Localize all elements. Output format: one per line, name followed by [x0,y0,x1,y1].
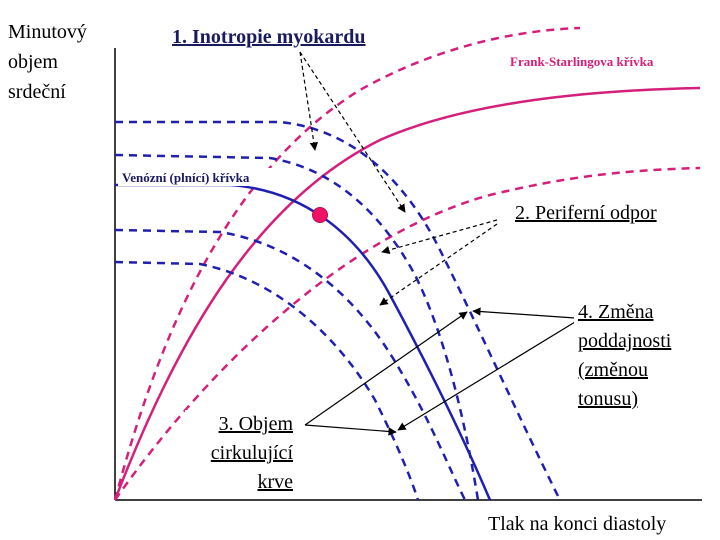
fs-curve [113,86,701,501]
frank-starling-label: Frank-Starlingova křívka [510,54,654,69]
arrow [379,223,498,306]
x-axis-label: Tlak na konci diastoly [488,513,666,535]
compliance-label: 4. Změna [578,301,654,323]
arrow [397,321,576,431]
volume-label: 3. Objem [219,413,294,435]
y-axis-label: objem [8,51,58,73]
arrow [299,51,406,213]
venous-label: Venózní (plnící) křívka [122,170,250,185]
arrow [381,219,498,255]
y-axis-label: Minutový [8,21,87,43]
venous-curve [115,120,562,501]
resistance-label: 2. Periferní odpor [515,202,657,224]
fs-curve-upper [113,26,581,501]
frank-starling-curves [113,26,701,501]
arrow [304,311,468,426]
venous-curve [114,153,480,501]
venous-curve-main [115,183,492,501]
volume-label: krve [257,471,293,493]
arrow [304,424,397,436]
venous-curve [114,228,467,501]
equilibrium-point [312,207,328,223]
label-bg [506,52,692,70]
label-bg [574,298,710,412]
venous-curves [114,120,562,501]
volume-label: cirkulující [211,442,294,464]
label-bg [168,25,408,47]
arrows [299,51,576,436]
fs-curve-lower [113,166,701,501]
arrow [299,51,319,151]
venous-curve [114,260,420,501]
label-bg [118,168,286,186]
label-bg [185,410,297,494]
y-axis-label: srdeční [8,81,66,103]
compliance-label: (změnou [578,359,648,381]
compliance-label: poddajnosti [578,330,672,352]
arrow [472,307,576,319]
compliance-label: tonusu) [578,388,638,410]
inotropy-label: 1. Inotropie myokardu [172,26,366,48]
label-bg [510,200,700,224]
